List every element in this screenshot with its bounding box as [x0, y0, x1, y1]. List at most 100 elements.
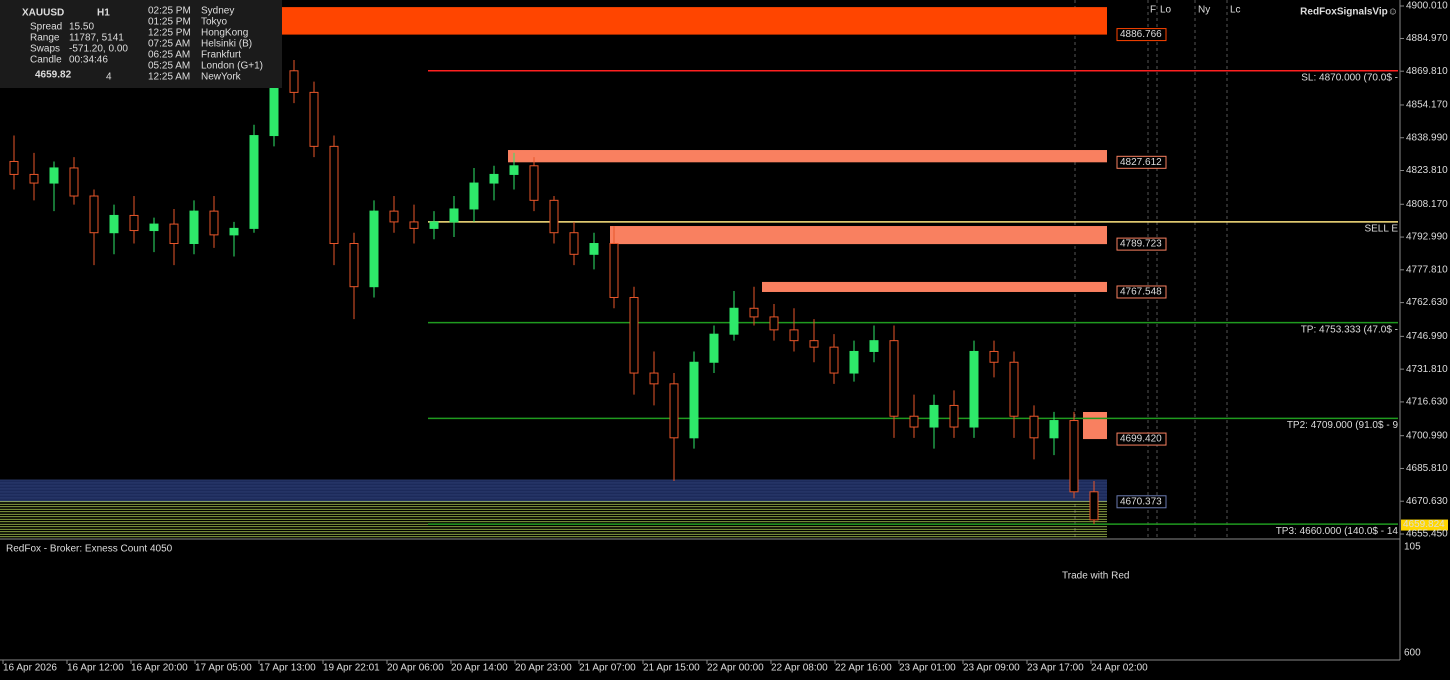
current-price-box — [1401, 519, 1448, 531]
candle-body — [369, 210, 379, 288]
candle-body — [629, 296, 639, 374]
candle-body — [769, 316, 779, 331]
time-label: 20 Apr 06:00 — [387, 663, 444, 674]
price-tick-label: 4700.990 — [1406, 430, 1448, 441]
level-label: SL: 4870.000 (70.0$ - — [1301, 72, 1398, 83]
price-tick-label: 4762.630 — [1406, 297, 1448, 308]
session-time: 06:25 AM — [148, 50, 190, 61]
time-label: 19 Apr 22:01 — [323, 663, 380, 674]
levels: SL: 4870.000 (70.0$ - SELL E TP: 4753.333 … — [428, 70, 1448, 537]
price-tick-label: 4823.810 — [1406, 165, 1448, 176]
session-name: London (G+1) — [201, 61, 263, 72]
zones: 4886.766 4827.612 4789.723 4767.548 4699.420… — [0, 7, 1167, 538]
info-panel-bg — [0, 0, 282, 88]
time-label: 21 Apr 07:00 — [579, 663, 636, 674]
session-time: 07:25 AM — [148, 39, 190, 50]
info-value: 15.50 — [69, 22, 94, 33]
candle-body — [969, 350, 979, 428]
zone-label: 4827.612 — [1120, 157, 1162, 168]
session-marker: F — [1150, 5, 1156, 16]
level-label: TP: 4753.333 (47.0$ - — [1301, 324, 1398, 335]
indicator-scale: 105 — [1404, 542, 1421, 553]
candle-body — [69, 167, 79, 197]
candle-body — [449, 208, 459, 223]
zone-label-box — [1116, 432, 1167, 446]
time-label: 22 Apr 08:00 — [771, 663, 828, 674]
candle-body — [689, 361, 699, 439]
session-name: NewYork — [201, 72, 242, 83]
session-time: 01:25 PM — [148, 17, 191, 28]
time-label: 21 Apr 15:00 — [643, 663, 700, 674]
candle-body — [1089, 491, 1099, 521]
bid-price: 4659.82 — [35, 70, 72, 81]
price-tick-label: 4854.170 — [1406, 100, 1448, 111]
candle-body — [609, 243, 619, 298]
info-value: 11787, 5141 — [69, 33, 124, 44]
price-tick-label: 4655.450 — [1406, 529, 1448, 540]
candle-body — [749, 307, 759, 318]
candle-body — [549, 199, 559, 234]
zone-label: 4699.420 — [1120, 434, 1162, 445]
candle-body — [1069, 420, 1079, 493]
zone — [508, 150, 1107, 163]
time-label: 16 Apr 12:00 — [67, 663, 124, 674]
price-tick-label: 4808.170 — [1406, 199, 1448, 210]
zone — [762, 281, 1107, 292]
zone-label: 4670.373 — [1120, 496, 1162, 507]
price-tick-label: 4838.990 — [1406, 132, 1448, 143]
zone — [1083, 411, 1107, 440]
candle-body — [349, 243, 359, 288]
candle-body — [249, 135, 259, 229]
info-label: Candle — [30, 55, 62, 66]
zone-label-box — [1116, 285, 1167, 299]
session-marker: Lc — [1230, 5, 1241, 16]
zone-label-box — [1116, 155, 1167, 169]
session-name: HongKong — [201, 28, 248, 39]
price-tick-label: 4900.010 — [1406, 1, 1448, 12]
watermark: RedFoxSignalsVip☺ — [1300, 7, 1398, 18]
candle-body — [949, 404, 959, 428]
candle-body — [669, 383, 679, 439]
candle-body — [489, 173, 499, 184]
candle-body — [729, 307, 739, 335]
level-label: TP2: 4709.000 (91.0$ - 9 — [1287, 420, 1399, 431]
candle-body — [109, 214, 119, 234]
price-tick-label: 4670.630 — [1406, 496, 1448, 507]
price-tick-label: 4777.810 — [1406, 264, 1448, 275]
candle-body — [389, 210, 399, 223]
candle-body — [569, 232, 579, 255]
session-marker: Lo — [1160, 5, 1172, 16]
price-tick-label: 4746.990 — [1406, 331, 1448, 342]
zone-label-box — [1116, 28, 1167, 42]
candle-body — [829, 346, 839, 374]
candle-body — [409, 221, 419, 229]
time-label: 20 Apr 23:00 — [515, 663, 572, 674]
candle-body — [169, 223, 179, 245]
time-label: 23 Apr 09:00 — [963, 663, 1020, 674]
time-label: 22 Apr 00:00 — [707, 663, 764, 674]
indicator-scale: 600 — [1404, 648, 1421, 659]
timeframe: H1 — [97, 8, 110, 19]
candle-body — [529, 165, 539, 201]
candle-body — [129, 214, 139, 232]
time-label: 22 Apr 16:00 — [835, 663, 892, 674]
candle-body — [229, 227, 239, 236]
session-name: Frankfurt — [201, 50, 241, 61]
zone-label-box — [1116, 237, 1167, 251]
time-label: 24 Apr 02:00 — [1091, 663, 1148, 674]
candle-body — [989, 350, 999, 363]
price-axis: 4900.010 4884.970 4869.810 4854.170 4838.990… — [1400, 1, 1448, 540]
candle-body — [49, 167, 59, 184]
candle-body — [469, 182, 479, 210]
zone — [0, 479, 1107, 502]
candle-body — [1009, 361, 1019, 417]
zone-label: 4767.548 — [1120, 287, 1162, 298]
candle-body — [9, 160, 19, 175]
time-label: 16 Apr 2026 — [3, 663, 57, 674]
session-time: 12:25 PM — [148, 28, 191, 39]
info-value: -571.20, 0.00 — [69, 44, 128, 55]
price-tick-label: 4884.970 — [1406, 33, 1448, 44]
candle-body — [209, 210, 219, 236]
time-label: 17 Apr 05:00 — [195, 663, 252, 674]
